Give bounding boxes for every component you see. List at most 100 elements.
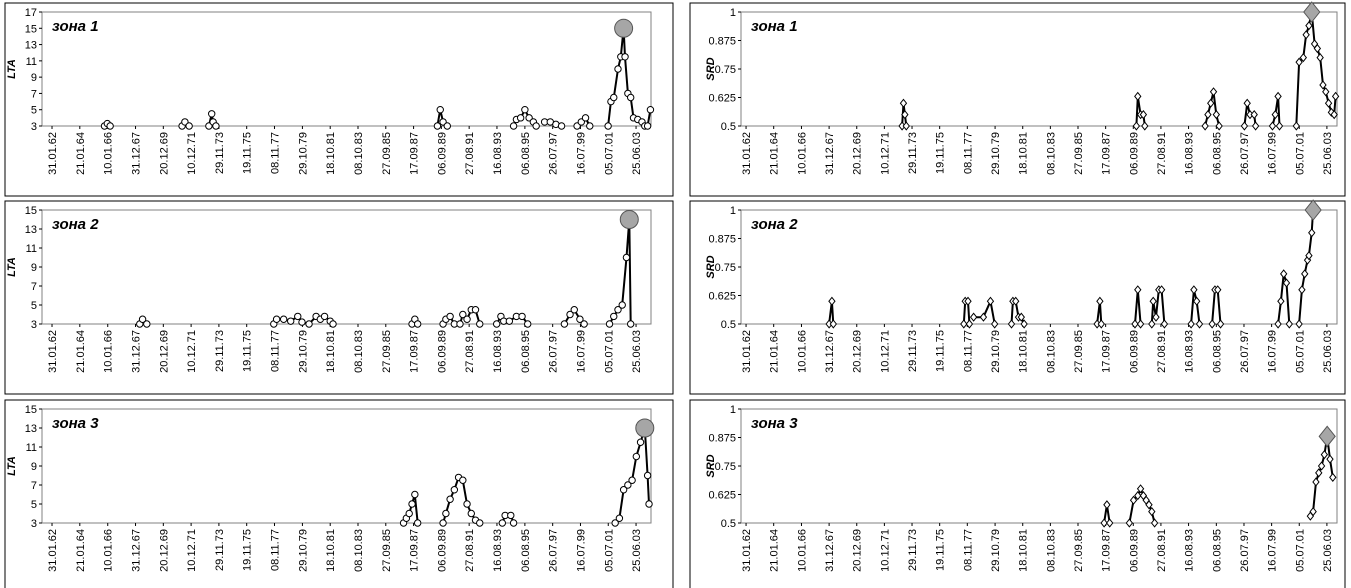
point-marker xyxy=(643,122,652,130)
point-marker xyxy=(436,106,444,114)
x-tick-label: 08.10.83 xyxy=(1045,132,1057,175)
point-marker xyxy=(1020,319,1028,329)
point-marker xyxy=(1201,121,1209,131)
x-tick-label: 08.11.77 xyxy=(269,132,281,174)
point-marker xyxy=(1309,506,1317,517)
point-marker xyxy=(518,312,526,321)
point-marker xyxy=(1096,296,1104,306)
x-tick-label: 16.07.99 xyxy=(1267,529,1279,572)
x-tick-label: 20.12.69 xyxy=(158,529,170,572)
x-tick-label: 20.12.69 xyxy=(852,132,864,175)
x-tick-label: 21.01.64 xyxy=(769,330,781,373)
x-tick-label: 21.01.64 xyxy=(769,132,781,175)
chart-title: зона 1 xyxy=(751,18,798,35)
y-tick-label: 15 xyxy=(25,205,37,217)
x-tick-label: 31.12.67 xyxy=(131,132,143,175)
x-tick-label: 31.12.67 xyxy=(824,529,836,572)
panel-frame xyxy=(4,200,674,395)
point-marker xyxy=(1148,506,1156,517)
point-marker xyxy=(1312,477,1320,487)
point-marker xyxy=(1017,312,1026,322)
x-tick-label: 19.11.75 xyxy=(935,132,947,174)
point-marker xyxy=(1100,518,1108,528)
x-tick-label: 21.01.64 xyxy=(75,132,87,175)
plot-area xyxy=(740,209,1338,325)
point-marker xyxy=(272,315,281,323)
x-tick-label: 19.11.75 xyxy=(935,529,947,571)
x-tick-label: 18.10.81 xyxy=(1018,529,1030,572)
point-marker xyxy=(443,122,451,130)
x-tick-label: 06.09.89 xyxy=(436,330,448,373)
x-tick-label: 27.09.85 xyxy=(1073,330,1085,373)
point-marker xyxy=(1285,319,1293,329)
point-marker xyxy=(1302,30,1310,40)
point-marker xyxy=(1329,472,1337,483)
point-marker xyxy=(413,519,422,527)
point-marker xyxy=(476,519,484,527)
point-marker xyxy=(287,317,295,325)
x-tick-label: 18.10.81 xyxy=(325,330,337,373)
point-marker xyxy=(1187,319,1195,329)
x-tick-label: 17.09.87 xyxy=(1101,132,1113,175)
x-tick-label: 06.09.89 xyxy=(436,132,448,175)
point-marker xyxy=(450,486,459,494)
x-tick-label: 08.10.83 xyxy=(353,529,365,572)
point-marker xyxy=(459,476,467,484)
point-marker xyxy=(1207,98,1215,108)
x-tick-label: 06.08.95 xyxy=(520,132,532,175)
point-marker xyxy=(446,312,454,321)
point-marker xyxy=(1012,296,1020,306)
y-tick-label: 11 xyxy=(26,243,37,255)
point-marker xyxy=(610,312,618,321)
y-tick-label: 0.625 xyxy=(708,490,736,502)
point-marker xyxy=(463,315,471,323)
point-marker xyxy=(1282,278,1291,288)
x-tick-label: 25.06.03 xyxy=(631,529,643,572)
x-tick-label: 26.07.97 xyxy=(1239,529,1251,572)
x-tick-label: 16.08.93 xyxy=(1184,330,1196,373)
x-tick-label: 16.08.93 xyxy=(492,132,504,175)
point-marker xyxy=(901,109,909,120)
peak-marker xyxy=(619,210,639,229)
peak-marker xyxy=(1303,1,1321,23)
point-marker xyxy=(1136,319,1145,329)
y-tick-label: 9 xyxy=(31,461,37,473)
point-marker xyxy=(498,519,507,527)
point-marker xyxy=(492,320,501,328)
x-tick-label: 06.08.95 xyxy=(520,330,532,373)
point-marker xyxy=(1157,285,1166,295)
x-tick-label: 05.07.01 xyxy=(1294,330,1306,373)
x-tick-label: 19.11.75 xyxy=(242,330,254,372)
point-marker xyxy=(621,53,629,61)
x-tick-label: 27.09.85 xyxy=(1073,529,1085,572)
point-marker xyxy=(586,122,594,130)
point-marker xyxy=(828,296,836,306)
peak-marker xyxy=(1318,425,1336,448)
point-marker xyxy=(294,312,302,321)
point-marker xyxy=(619,486,628,494)
x-tick-label: 29.11.73 xyxy=(907,330,919,372)
x-tick-label: 31.12.67 xyxy=(824,330,836,373)
point-marker xyxy=(516,114,525,122)
x-tick-label: 10.01.66 xyxy=(796,529,808,572)
point-marker xyxy=(279,315,288,323)
x-tick-label: 05.07.01 xyxy=(1294,132,1306,175)
y-tick-label: 5 xyxy=(31,300,37,312)
point-marker xyxy=(610,93,618,102)
point-marker xyxy=(622,253,631,262)
plot-area xyxy=(740,408,1338,524)
x-tick-label: 20.12.69 xyxy=(852,529,864,572)
point-marker xyxy=(576,315,584,323)
x-tick-label: 31.01.62 xyxy=(47,529,59,572)
point-marker xyxy=(212,122,220,130)
point-marker xyxy=(1317,461,1326,471)
point-marker xyxy=(632,452,641,461)
point-marker xyxy=(1106,518,1114,528)
x-tick-label: 21.01.64 xyxy=(75,330,87,373)
x-tick-label: 27.08.91 xyxy=(464,529,476,572)
x-tick-label: 19.11.75 xyxy=(935,330,947,372)
x-tick-label: 16.08.93 xyxy=(1184,529,1196,572)
x-tick-label: 10.01.66 xyxy=(796,132,808,175)
y-tick-label: 0.75 xyxy=(715,64,736,76)
point-marker xyxy=(463,500,471,508)
